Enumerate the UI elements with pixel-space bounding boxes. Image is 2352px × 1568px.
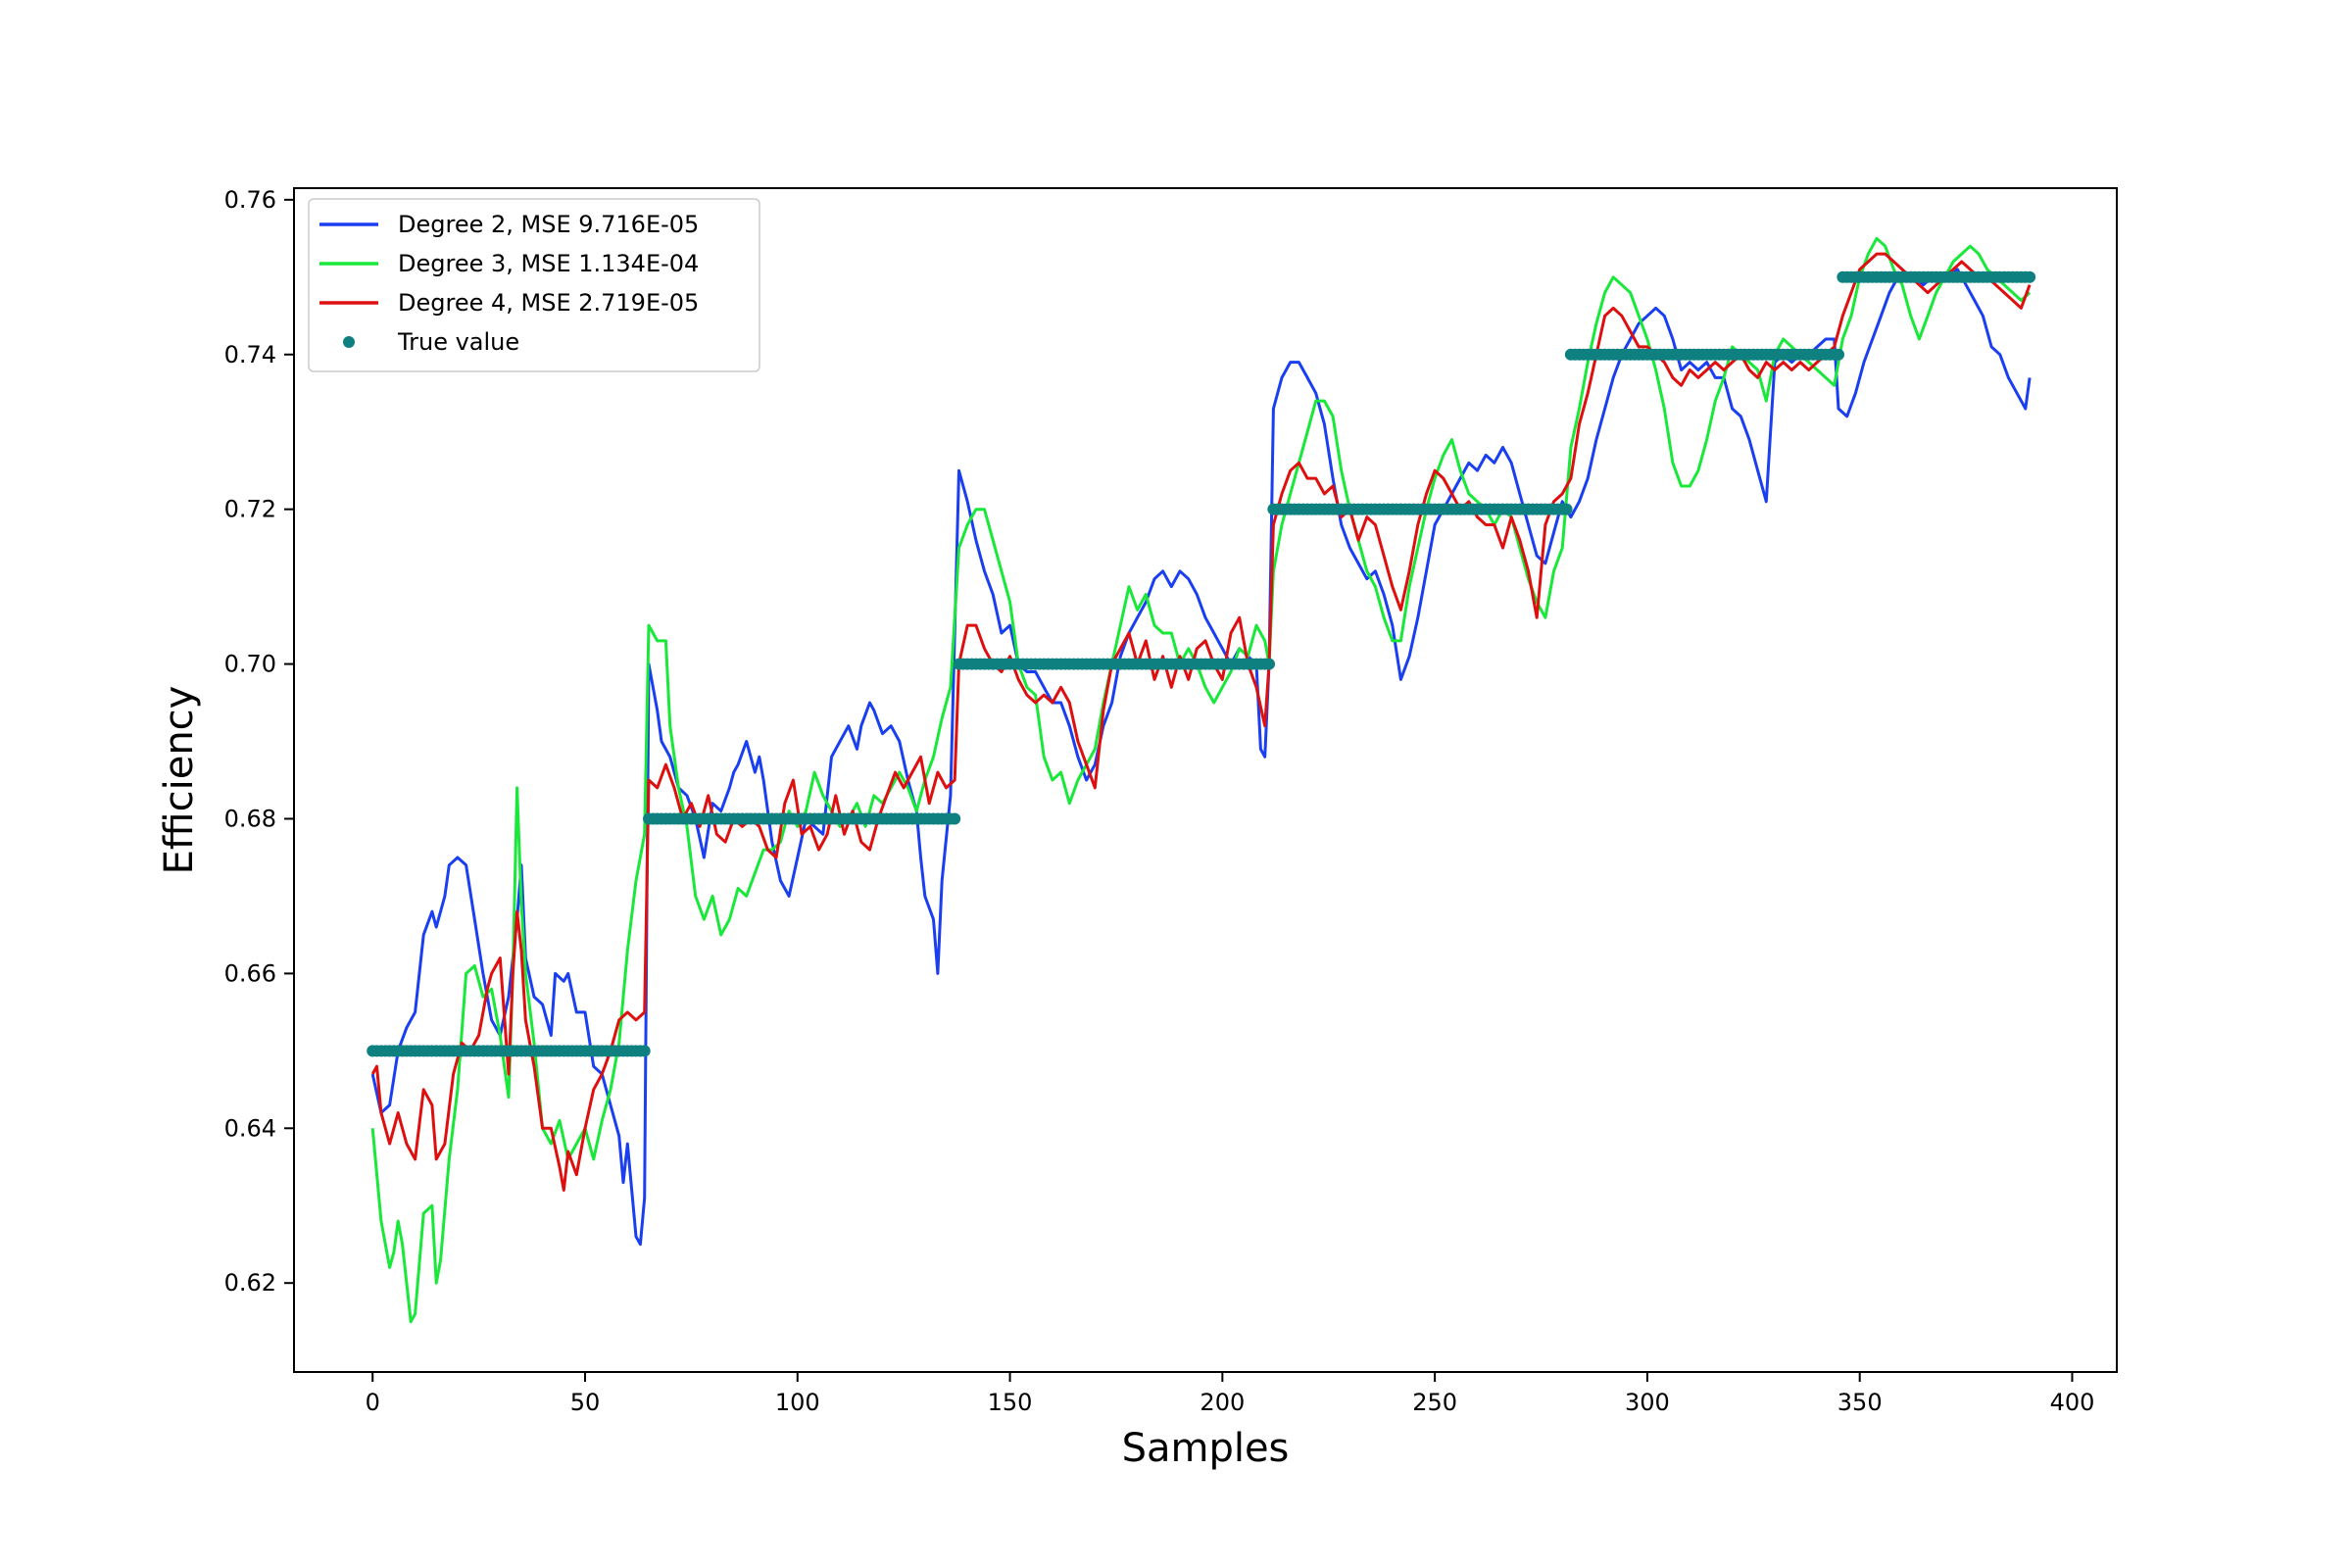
legend-label: Degree 4, MSE 2.719E-05 <box>398 289 699 317</box>
series-group <box>367 236 2036 1324</box>
true-value-point <box>2024 270 2036 283</box>
y-tick-label: 0.62 <box>224 1269 276 1297</box>
y-tick-label: 0.70 <box>224 651 276 678</box>
plot-area <box>367 236 2036 1324</box>
true-value-points <box>367 270 2036 1057</box>
y-axis: 0.62 0.64 0.66 0.68 0.70 0.72 0.74 0.76 <box>224 186 294 1297</box>
y-tick-label: 0.64 <box>224 1114 276 1142</box>
legend: Degree 2, MSE 9.716E-05 Degree 3, MSE 1.1… <box>308 198 760 372</box>
legend-marker <box>343 336 355 348</box>
y-axis-title: Efficiency <box>157 686 202 875</box>
x-tick-label: 300 <box>1625 1389 1670 1416</box>
x-tick-label: 150 <box>988 1389 1033 1416</box>
true-value-point <box>1833 348 1845 361</box>
x-tick-label: 250 <box>1412 1389 1457 1416</box>
x-tick-label: 100 <box>775 1389 820 1416</box>
true-value-point <box>638 1045 651 1057</box>
plot-frame <box>293 187 2118 1373</box>
y-tick-label: 0.72 <box>224 496 276 523</box>
true-value-point <box>1263 658 1276 670</box>
x-tick-label: 0 <box>366 1389 380 1416</box>
x-tick-label: 400 <box>2050 1389 2095 1416</box>
legend-box <box>308 198 760 372</box>
x-axis: 0 50 100 150 200 250 300 350 400 <box>366 1372 2095 1416</box>
legend-label: Degree 2, MSE 9.716E-05 <box>398 211 699 238</box>
y-tick-label: 0.66 <box>224 959 276 987</box>
x-axis-title: Samples <box>1122 1426 1290 1471</box>
y-tick-label: 0.68 <box>224 805 276 832</box>
x-tick-label: 200 <box>1200 1389 1245 1416</box>
y-tick-label: 0.76 <box>224 186 276 214</box>
true-value-point <box>1560 503 1573 515</box>
series-line-degree-2 <box>370 268 2032 1247</box>
y-tick-label: 0.74 <box>224 341 276 368</box>
x-tick-label: 350 <box>1838 1389 1883 1416</box>
true-value-point <box>949 812 961 825</box>
legend-label: True value <box>397 328 519 356</box>
legend-label: Degree 3, MSE 1.134E-04 <box>398 250 699 277</box>
x-tick-label: 50 <box>570 1389 601 1416</box>
